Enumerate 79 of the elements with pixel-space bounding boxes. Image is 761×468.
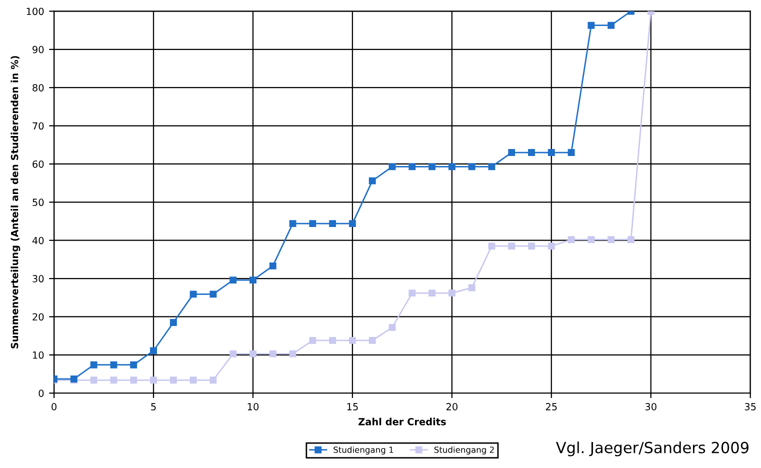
point [608, 22, 615, 29]
y-axis-title: Summenverteilung (Anteil an den Studierenden in %) [10, 56, 20, 348]
point [508, 149, 516, 156]
point [488, 242, 496, 250]
x-tick-label: 30 [645, 403, 656, 410]
point [528, 242, 535, 250]
point [289, 220, 296, 228]
point [329, 220, 336, 228]
point [428, 290, 436, 297]
point [110, 361, 118, 368]
point [309, 336, 316, 344]
point [348, 336, 356, 344]
point [150, 376, 157, 384]
point [190, 290, 197, 298]
point [588, 22, 595, 29]
x-tick-label: 0 [52, 403, 56, 410]
y-tick-label: 10 [33, 351, 44, 359]
y-tick-label: 0 [38, 390, 44, 397]
point [210, 376, 217, 384]
point [528, 149, 535, 156]
point [269, 262, 276, 270]
point [388, 324, 396, 331]
y-tick-label: 70 [32, 122, 44, 130]
x-tick-label: 10 [248, 403, 259, 410]
point [488, 163, 496, 170]
legend-label: Studiengang 1 [334, 446, 394, 455]
point [608, 236, 615, 244]
point [170, 319, 177, 326]
point [130, 361, 138, 368]
point [250, 276, 256, 284]
point [368, 177, 376, 184]
point [90, 376, 98, 384]
point [368, 336, 376, 344]
point [568, 236, 575, 244]
x-tick-label: 35 [744, 403, 756, 410]
point [628, 236, 634, 244]
point [448, 163, 456, 170]
point [408, 163, 416, 170]
legend-label: Studiengang 2 [434, 446, 494, 455]
point [568, 149, 575, 156]
point [210, 290, 217, 298]
point [230, 276, 237, 284]
x-tick-label: 15 [347, 403, 358, 410]
y-tick-label: 20 [32, 313, 44, 321]
point [388, 163, 396, 170]
y-tick-label: 30 [32, 275, 44, 282]
point [269, 350, 276, 358]
x-tick-label: 5 [151, 403, 156, 410]
point [190, 376, 197, 384]
y-tick-label: 100 [26, 8, 44, 16]
y-tick-label: 40 [32, 236, 44, 244]
x-tick-label: 20 [446, 403, 458, 410]
point [548, 149, 555, 156]
y-tick-label: 50 [32, 198, 44, 206]
point [468, 284, 476, 292]
point [110, 376, 118, 384]
point [90, 361, 98, 368]
x-axis-title: Zahl der Credits [358, 418, 446, 426]
x-tick-label: 25 [546, 403, 557, 410]
point [428, 163, 436, 170]
y-tick-label: 60 [32, 160, 44, 168]
point [230, 350, 237, 358]
point [289, 350, 296, 358]
point [588, 236, 595, 244]
y-tick-label: 80 [32, 84, 44, 92]
point [548, 242, 555, 250]
point [309, 220, 316, 228]
point [329, 336, 336, 344]
point [150, 347, 157, 354]
point [130, 376, 138, 384]
point [448, 290, 456, 297]
point [348, 220, 356, 228]
point [250, 350, 256, 358]
text: Vgl. Jaeger/Sanders 2009 [556, 442, 749, 456]
point [508, 242, 516, 250]
point [170, 376, 177, 384]
y-tick-label: 90 [32, 46, 44, 54]
point [408, 290, 416, 297]
point [468, 163, 476, 170]
